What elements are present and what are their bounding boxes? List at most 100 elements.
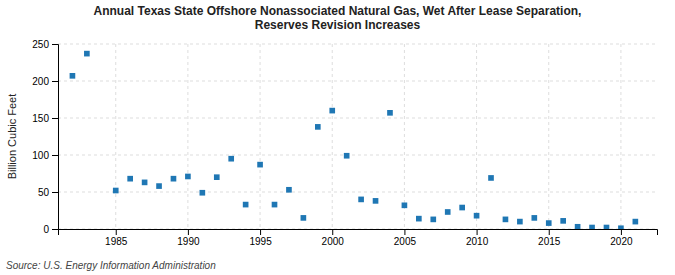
y-tick: 200: [32, 76, 58, 87]
x-axis: 1985 1990 1995 2000 2005 2010 2015 2020: [59, 229, 658, 247]
point: [546, 220, 552, 226]
point: [70, 73, 76, 79]
x-tick-mark: [332, 229, 333, 235]
x-tick-label: 1995: [249, 236, 272, 247]
point: [272, 202, 278, 208]
x-tick-mark: [549, 229, 550, 235]
grid-line-x: [476, 44, 477, 229]
point: [445, 209, 451, 215]
point: [402, 202, 408, 208]
point: [517, 219, 523, 225]
x-tick: 1985: [105, 229, 128, 247]
title-line: Reserves Revision Increases: [255, 18, 421, 32]
point: [387, 110, 393, 116]
y-tick-label: 50: [38, 187, 50, 198]
title-line: Annual Texas State Offshore Nonassociate…: [94, 4, 582, 18]
x-tick-mark: [621, 229, 622, 235]
y-tick-mark: [52, 44, 58, 45]
point: [589, 225, 595, 229]
grid-line-x: [187, 44, 188, 229]
x-axis-line: [59, 230, 658, 236]
point: [315, 124, 321, 130]
point: [185, 174, 191, 180]
x-tick: 1990: [177, 229, 200, 247]
point: [430, 217, 436, 223]
point: [633, 219, 639, 225]
x-tick: 2015: [538, 229, 561, 247]
y-axis: 0 50 100 150 200 250: [32, 39, 58, 235]
x-tick-label: 2000: [322, 236, 345, 247]
point: [531, 215, 537, 221]
point: [358, 197, 364, 203]
x-tick-label: 2005: [394, 236, 417, 247]
y-axis-line: [52, 45, 59, 230]
x-tick: 2020: [610, 229, 633, 247]
x-tick: 2010: [466, 229, 489, 247]
point: [604, 225, 610, 229]
x-tick-label: 2020: [610, 236, 633, 247]
point: [416, 216, 422, 222]
chart: Annual Texas State Offshore Nonassociate…: [0, 0, 675, 275]
y-tick: 100: [32, 150, 58, 161]
y-tick-mark: [52, 155, 58, 156]
point: [503, 217, 509, 223]
grid: [58, 44, 657, 229]
point: [156, 183, 162, 189]
y-tick: 50: [38, 187, 58, 198]
x-tick-label: 2010: [466, 236, 489, 247]
title: Annual Texas State Offshore Nonassociate…: [94, 4, 582, 32]
point: [474, 213, 480, 219]
x-tick-mark: [260, 229, 261, 235]
point: [84, 51, 90, 57]
point: [329, 108, 335, 114]
y-tick-mark: [52, 81, 58, 82]
point: [228, 156, 234, 162]
x-tick: 2005: [394, 229, 417, 247]
grid-line-y: [58, 81, 657, 82]
grid-line-x: [548, 44, 549, 229]
source-note: Source: U.S. Energy Information Administ…: [6, 260, 216, 271]
grid-line-y: [58, 44, 657, 45]
y-tick: 0: [43, 224, 58, 235]
point: [459, 205, 465, 211]
grid-line-y: [58, 118, 657, 119]
grid-line-x: [332, 44, 333, 229]
x-tick-label: 1990: [177, 236, 200, 247]
y-tick: 150: [32, 113, 58, 124]
y-tick-mark: [52, 118, 58, 119]
point: [171, 176, 177, 182]
y-tick-label: 150: [32, 113, 49, 124]
grid-line-x: [620, 44, 621, 229]
plot: 1985 1990 1995 2000 2005 2010 2015 2020 0 50 100 15…: [32, 39, 657, 247]
point: [373, 198, 379, 204]
point: [488, 175, 494, 181]
x-tick: 2000: [322, 229, 345, 247]
point: [286, 187, 292, 193]
x-tick: 1995: [249, 229, 272, 247]
y-tick-label: 250: [32, 39, 49, 50]
grid-line-x: [115, 44, 116, 229]
x-tick-mark: [188, 229, 189, 235]
point: [575, 224, 581, 229]
grid-line-y: [58, 192, 657, 193]
points: [70, 51, 639, 229]
x-tick-mark: [404, 229, 405, 235]
point: [142, 180, 148, 186]
x-tick-label: 1985: [105, 236, 128, 247]
point: [243, 202, 249, 208]
point: [618, 225, 624, 229]
grid-line-y: [58, 155, 657, 156]
grid-line-x: [404, 44, 405, 229]
point: [113, 188, 119, 194]
point: [344, 153, 350, 159]
point: [214, 174, 220, 180]
y-tick: 250: [32, 39, 58, 50]
y-tick-label: 0: [43, 224, 49, 235]
point: [200, 190, 206, 196]
y-tick-label: 100: [32, 150, 49, 161]
x-tick-mark: [116, 229, 117, 235]
x-tick-mark: [477, 229, 478, 235]
point: [560, 218, 566, 224]
point: [301, 215, 307, 221]
point: [127, 176, 133, 182]
